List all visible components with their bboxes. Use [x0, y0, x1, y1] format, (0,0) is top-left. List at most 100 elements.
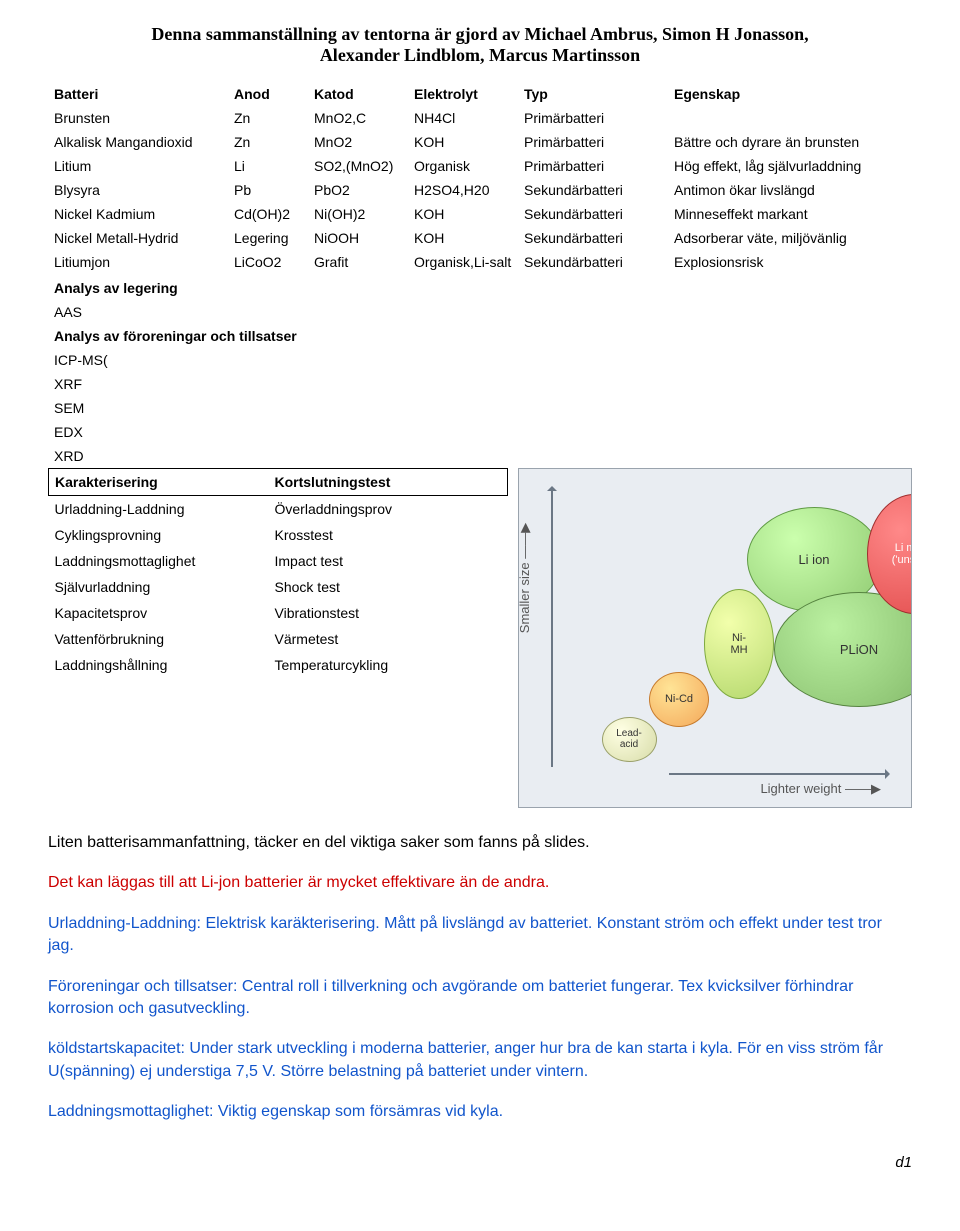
- table-cell: Laddningsmottaglighet: [49, 548, 269, 574]
- table-cell: Primärbatteri: [518, 106, 668, 130]
- table-cell: Krosstest: [269, 522, 508, 548]
- table-cell: Nickel Metall-Hydrid: [48, 226, 228, 250]
- table-row: Alkalisk MangandioxidZnMnO2KOHPrimärbatt…: [48, 130, 912, 154]
- table-row: CyklingsprovningKrosstest: [49, 522, 508, 548]
- table-row: LitiumLiSO2,(MnO2)OrganiskPrimärbatteriH…: [48, 154, 912, 178]
- table-cell: KOH: [408, 202, 518, 226]
- table-cell: Sekundärbatteri: [518, 202, 668, 226]
- table-cell: Självurladdning: [49, 574, 269, 600]
- y-axis-label: Smaller size ——▶: [518, 518, 533, 638]
- table-cell: Värmetest: [269, 626, 508, 652]
- table-cell: KOH: [408, 130, 518, 154]
- table-cell: Litiumjon: [48, 250, 228, 274]
- table-row: LaddningshållningTemperaturcykling: [49, 652, 508, 678]
- table-cell: Blysyra: [48, 178, 228, 202]
- x-axis-arrow: [669, 773, 887, 775]
- analysis-item: SEM: [48, 396, 912, 420]
- table-row: Urladdning-LaddningÖverladdningsprov: [49, 496, 508, 523]
- body-text: Liten batterisammanfattning, täcker en d…: [48, 832, 912, 1124]
- table-cell: Brunsten: [48, 106, 228, 130]
- paragraph-3: Urladdning-Laddning: Elektrisk karäkteri…: [48, 913, 912, 958]
- table-cell: Vibrationstest: [269, 600, 508, 626]
- table-cell: Sekundärbatteri: [518, 178, 668, 202]
- table-row: KapacitetsprovVibrationstest: [49, 600, 508, 626]
- table-cell: Litium: [48, 154, 228, 178]
- paragraph-1: Liten batterisammanfattning, täcker en d…: [48, 832, 912, 854]
- table-cell: Minneseffekt markant: [668, 202, 912, 226]
- paragraph-6: Laddningsmottaglighet: Viktig egenskap s…: [48, 1101, 912, 1123]
- analysis-item: ICP-MS(: [48, 348, 912, 372]
- lower-section: KarakteriseringKortslutningstestUrladdni…: [48, 468, 912, 808]
- table-cell: Cyklingsprovning: [49, 522, 269, 548]
- table-cell: Cd(OH)2: [228, 202, 308, 226]
- table-cell: Ni(OH)2: [308, 202, 408, 226]
- table-cell: Primärbatteri: [518, 154, 668, 178]
- analysis-item: XRF: [48, 372, 912, 396]
- table-cell: Impact test: [269, 548, 508, 574]
- analysis-item: EDX: [48, 420, 912, 444]
- table-row: LaddningsmottaglighetImpact test: [49, 548, 508, 574]
- battery-col-header: Elektrolyt: [408, 82, 518, 106]
- title-line-2: Alexander Lindblom, Marcus Martinsson: [48, 45, 912, 66]
- battery-col-header: Katod: [308, 82, 408, 106]
- table-cell: Kapacitetsprov: [49, 600, 269, 626]
- table-cell: Zn: [228, 106, 308, 130]
- table-cell: Hög effekt, låg självurladdning: [668, 154, 912, 178]
- table-cell: Legering: [228, 226, 308, 250]
- paragraph-5: köldstartskapacitet: Under stark utveckl…: [48, 1038, 912, 1083]
- table-cell: Antimon ökar livslängd: [668, 178, 912, 202]
- analysis-list: Analys av legeringAASAnalys av förorenin…: [48, 276, 912, 468]
- table-cell: NH4Cl: [408, 106, 518, 130]
- table-cell: H2SO4,H20: [408, 178, 518, 202]
- y-axis-arrow: [551, 489, 553, 767]
- table-cell: Nickel Kadmium: [48, 202, 228, 226]
- table-cell: Grafit: [308, 250, 408, 274]
- battery-size-weight-chart: Smaller size ——▶ Lead- acidNi-CdNi- MHLi…: [518, 468, 912, 808]
- table-cell: Organisk: [408, 154, 518, 178]
- char-header: Karakterisering: [49, 469, 269, 496]
- table-row: BrunstenZnMnO2,CNH4ClPrimärbatteri: [48, 106, 912, 130]
- table-cell: Temperaturcykling: [269, 652, 508, 678]
- table-cell: Adsorberar väte, miljövänlig: [668, 226, 912, 250]
- table-cell: Organisk,Li-salt: [408, 250, 518, 274]
- chart-bubble: Ni- MH: [704, 589, 774, 699]
- table-cell: MnO2,C: [308, 106, 408, 130]
- table-row: Nickel Metall-HydridLegeringNiOOHKOHSeku…: [48, 226, 912, 250]
- table-cell: Sekundärbatteri: [518, 250, 668, 274]
- table-row: SjälvurladdningShock test: [49, 574, 508, 600]
- table-row: LitiumjonLiCoO2GrafitOrganisk,Li-saltSek…: [48, 250, 912, 274]
- table-row: VattenförbrukningVärmetest: [49, 626, 508, 652]
- table-row: BlysyraPbPbO2H2SO4,H20SekundärbatteriAnt…: [48, 178, 912, 202]
- battery-col-header: Batteri: [48, 82, 228, 106]
- table-cell: Laddningshållning: [49, 652, 269, 678]
- battery-col-header: Egenskap: [668, 82, 912, 106]
- table-cell: Zn: [228, 130, 308, 154]
- table-cell: Bättre och dyrare än brunsten: [668, 130, 912, 154]
- table-cell: Primärbatteri: [518, 130, 668, 154]
- table-cell: Alkalisk Mangandioxid: [48, 130, 228, 154]
- analysis-heading: Analys av legering: [48, 276, 912, 300]
- table-cell: PbO2: [308, 178, 408, 202]
- analysis-item: XRD: [48, 444, 912, 468]
- table-cell: Li: [228, 154, 308, 178]
- table-cell: LiCoO2: [228, 250, 308, 274]
- analysis-item: AAS: [48, 300, 912, 324]
- battery-col-header: Typ: [518, 82, 668, 106]
- paragraph-2: Det kan läggas till att Li-jon batterier…: [48, 872, 912, 894]
- battery-table: BatteriAnodKatodElektrolytTypEgenskap Br…: [48, 82, 912, 274]
- table-cell: Vattenförbrukning: [49, 626, 269, 652]
- table-cell: MnO2: [308, 130, 408, 154]
- chart-bubble: Ni-Cd: [649, 672, 709, 727]
- chart-bubble: Lead- acid: [602, 717, 657, 762]
- table-cell: Shock test: [269, 574, 508, 600]
- char-header: Kortslutningstest: [269, 469, 508, 496]
- paragraph-4: Föroreningar och tillsatser: Central rol…: [48, 976, 912, 1021]
- table-cell: NiOOH: [308, 226, 408, 250]
- table-cell: Pb: [228, 178, 308, 202]
- table-cell: Sekundärbatteri: [518, 226, 668, 250]
- table-cell: KOH: [408, 226, 518, 250]
- table-cell: SO2,(MnO2): [308, 154, 408, 178]
- table-cell: Överladdningsprov: [269, 496, 508, 523]
- table-cell: Explosionsrisk: [668, 250, 912, 274]
- table-cell: [668, 106, 912, 130]
